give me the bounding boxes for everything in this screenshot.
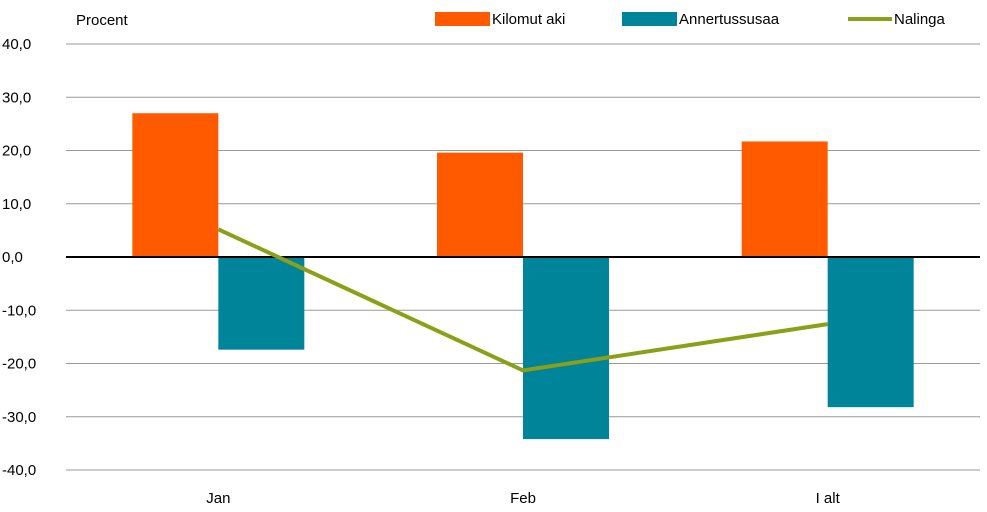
bar-series2 [218, 257, 305, 350]
bar-series2 [827, 257, 914, 408]
y-tick-label: -30,0 [2, 409, 36, 426]
y-axis-ticks: 40,0 30,0 20,0 10,0 0,0 -10,0 -20,0 -30,0 -40,0 [2, 36, 36, 479]
bar-series2 [523, 257, 609, 440]
bar-series1 [741, 141, 828, 257]
bar-series1 [437, 152, 523, 257]
y-tick-label: 40,0 [2, 36, 31, 53]
bar-series1 [132, 113, 219, 257]
x-axis-ticks: Jan Feb I alt [206, 490, 840, 507]
line-series [217, 227, 828, 373]
y-tick-label: 30,0 [2, 89, 31, 106]
y-tick-label: 20,0 [2, 143, 31, 160]
x-tick-label: Jan [206, 490, 230, 507]
x-tick-label: I alt [816, 490, 841, 507]
bars [132, 113, 914, 440]
legend-label: Kilomut aki [492, 11, 565, 28]
x-tick-label: Feb [510, 490, 536, 507]
legend-label: Nalinga [894, 11, 946, 28]
legend-swatch [622, 12, 677, 26]
legend-label: Annertussusaa [679, 11, 780, 28]
y-axis-label: Procent [76, 12, 129, 29]
y-tick-label: 0,0 [2, 249, 23, 266]
y-tick-label: -20,0 [2, 356, 36, 373]
y-tick-label: 10,0 [2, 196, 31, 213]
y-tick-label: -40,0 [2, 462, 36, 479]
y-tick-label: -10,0 [2, 302, 36, 319]
legend-swatch [435, 12, 490, 26]
legend: Kilomut aki Annertussusaa Nalinga [435, 11, 946, 28]
